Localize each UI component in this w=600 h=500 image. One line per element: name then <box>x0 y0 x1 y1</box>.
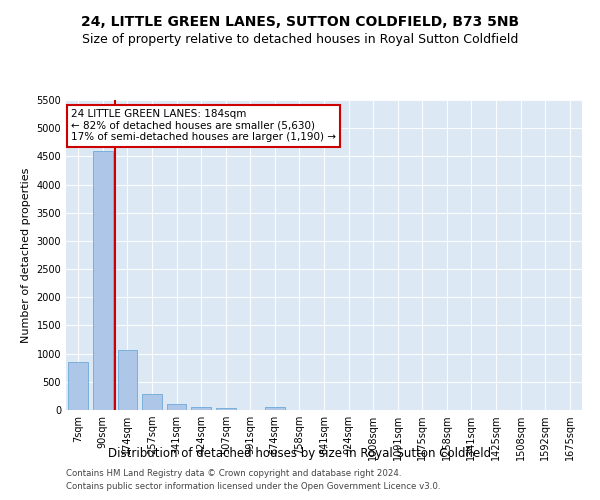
Text: Size of property relative to detached houses in Royal Sutton Coldfield: Size of property relative to detached ho… <box>82 32 518 46</box>
Text: Contains public sector information licensed under the Open Government Licence v3: Contains public sector information licen… <box>66 482 440 491</box>
Text: 24, LITTLE GREEN LANES, SUTTON COLDFIELD, B73 5NB: 24, LITTLE GREEN LANES, SUTTON COLDFIELD… <box>81 15 519 29</box>
Y-axis label: Number of detached properties: Number of detached properties <box>21 168 31 342</box>
Bar <box>68 362 88 410</box>
Bar <box>191 406 211 410</box>
Bar <box>93 150 113 410</box>
Bar <box>142 394 162 410</box>
Bar <box>216 408 236 410</box>
Text: 24 LITTLE GREEN LANES: 184sqm
← 82% of detached houses are smaller (5,630)
17% o: 24 LITTLE GREEN LANES: 184sqm ← 82% of d… <box>71 110 336 142</box>
Bar <box>167 404 187 410</box>
Bar <box>118 350 137 410</box>
Text: Contains HM Land Registry data © Crown copyright and database right 2024.: Contains HM Land Registry data © Crown c… <box>66 468 401 477</box>
Bar <box>265 407 284 410</box>
Text: Distribution of detached houses by size in Royal Sutton Coldfield: Distribution of detached houses by size … <box>109 448 491 460</box>
